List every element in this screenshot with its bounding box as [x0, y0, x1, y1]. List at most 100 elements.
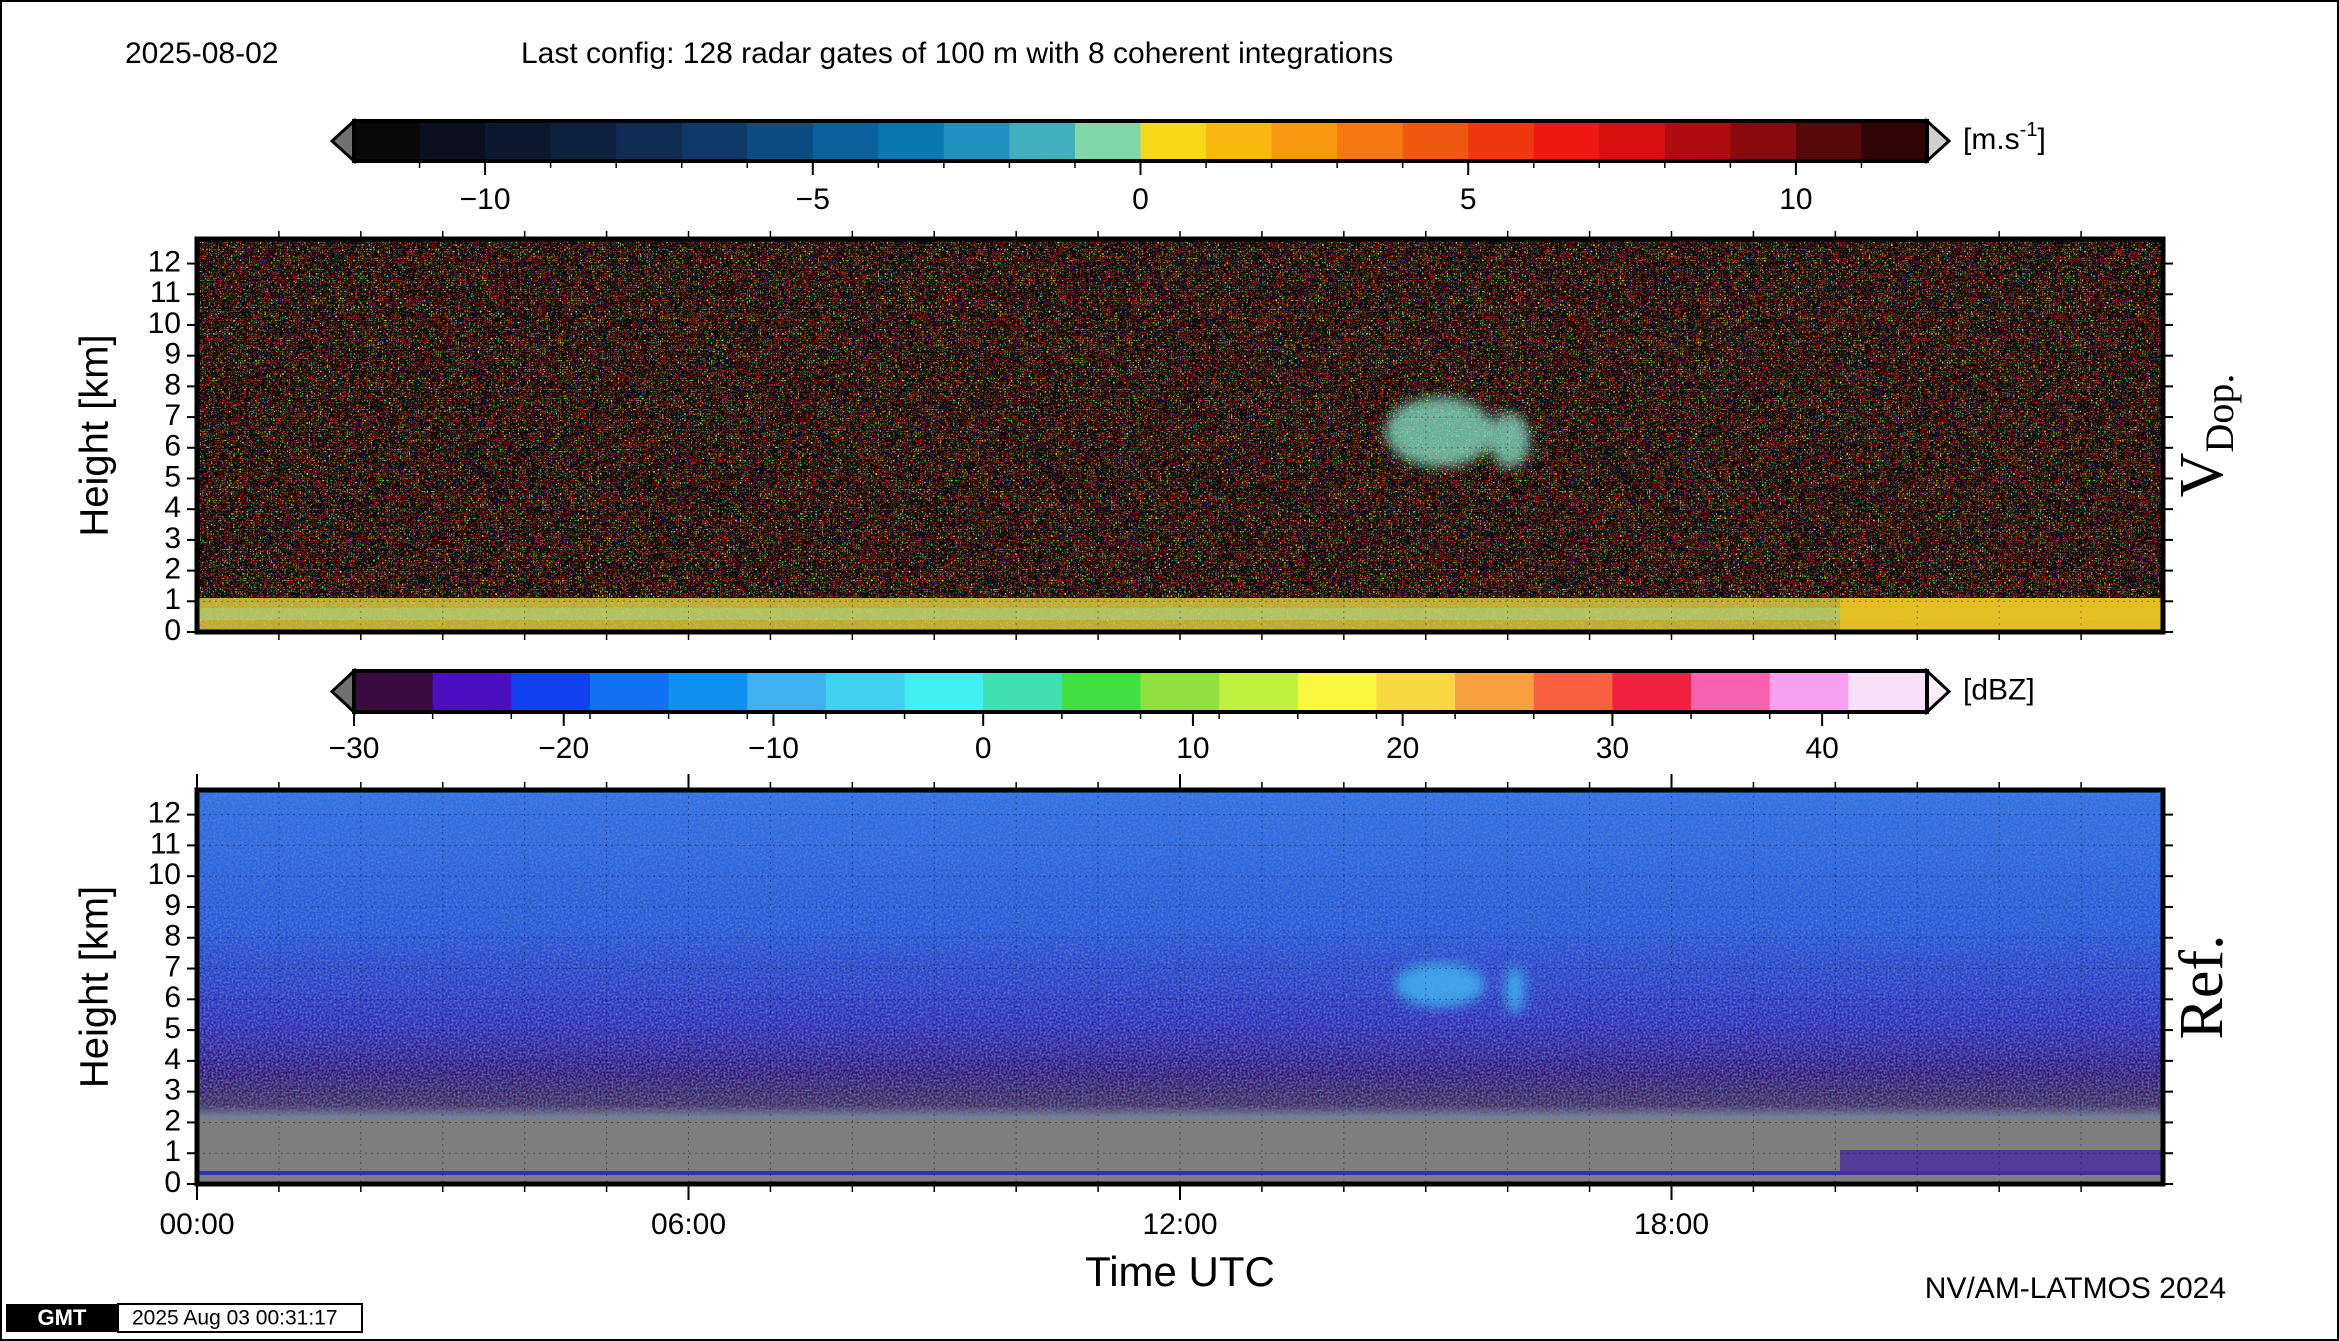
- colorbar-tick-label: 5: [1460, 183, 1477, 216]
- y-tick-label: 7: [164, 399, 181, 432]
- y-tick-label: 4: [164, 491, 181, 524]
- panel-label-sub: Dop.: [2197, 374, 2242, 453]
- colorbar-segment: [1664, 121, 1731, 161]
- colorbar-segment: [1612, 671, 1692, 712]
- colorbar-tick-label: −30: [329, 732, 380, 765]
- colorbar-segment: [419, 121, 486, 161]
- y-tick-label: 5: [164, 460, 181, 493]
- panel-label-main: V: [2168, 452, 2236, 497]
- colorbar-segment: [1691, 671, 1771, 712]
- colorbar-over: [1925, 117, 1952, 165]
- y-tick-label: 0: [164, 1166, 181, 1199]
- unit-text: ]: [2037, 123, 2045, 156]
- colorbar-unit: [m.s-1]: [1963, 119, 2046, 156]
- y-tick-label: 10: [148, 858, 181, 891]
- y-tick-label: 3: [164, 1074, 181, 1107]
- colorbar-under: [329, 117, 356, 165]
- y-tick-label: 5: [164, 1012, 181, 1045]
- y-axis-title: Height [km]: [73, 334, 117, 536]
- colorbar-segment: [432, 671, 512, 712]
- stamp-box: [117, 1303, 363, 1333]
- colorbar-segment: [747, 121, 814, 161]
- x-axis-title: Time UTC: [1085, 1248, 1275, 1295]
- y-tick-label: 7: [164, 950, 181, 983]
- y-tick-label: 0: [164, 614, 181, 647]
- colorbar-segment: [1074, 121, 1141, 161]
- colorbar-segment: [550, 121, 617, 161]
- colorbar-segment: [983, 671, 1063, 712]
- colorbar-segment: [1009, 121, 1076, 161]
- colorbar-tick-label: 0: [1132, 183, 1149, 216]
- colorbar-segment: [878, 121, 945, 161]
- plot-frame: [194, 787, 2166, 1187]
- colorbar-segment: [1455, 671, 1535, 712]
- colorbar-segment: [354, 671, 434, 712]
- reflectivity-texture: [197, 790, 2163, 1184]
- colorbar-segment: [1730, 121, 1797, 161]
- colorbar-tick-label: −10: [748, 732, 799, 765]
- panel-label-main: Ref.: [2168, 934, 2236, 1039]
- y-tick-label: 8: [164, 920, 181, 953]
- colorbar-segment: [1795, 121, 1862, 161]
- y-tick-label: 12: [148, 797, 181, 830]
- colorbar-segment: [1468, 121, 1535, 161]
- colorbar-tick-label: 10: [1779, 183, 1812, 216]
- y-tick-label: 2: [164, 553, 181, 586]
- panel-label: VDop.: [2168, 374, 2242, 498]
- y-tick-label: 9: [164, 338, 181, 371]
- y-tick-label: 4: [164, 1043, 181, 1076]
- colorbar-segment: [1206, 121, 1273, 161]
- colorbar-tick-label: 40: [1805, 732, 1838, 765]
- y-tick-label: 1: [164, 583, 181, 616]
- colorbar-segment: [1533, 121, 1600, 161]
- x-tick-label: 06:00: [651, 1208, 726, 1241]
- colorbar-segment: [511, 671, 591, 712]
- y-tick-label: 10: [148, 307, 181, 340]
- colorbar-segment: [812, 121, 879, 161]
- colorbar-segment: [1140, 121, 1207, 161]
- colorbar-tick-label: 10: [1176, 732, 1209, 765]
- stamp-timestamp: 2025 Aug 03 00:31:17: [132, 1307, 338, 1330]
- colorbar-segment: [904, 671, 984, 712]
- panel-label: Ref.: [2168, 934, 2236, 1039]
- colorbar-segment: [943, 121, 1010, 161]
- y-tick-label: 6: [164, 430, 181, 463]
- y-tick-label: 9: [164, 889, 181, 922]
- colorbar-segment: [1769, 671, 1849, 712]
- colorbar-segment: [825, 671, 906, 712]
- colorbar-segment: [1061, 671, 1141, 712]
- colorbar-unit: [dBZ]: [1963, 673, 2035, 706]
- unit-text: [m.s: [1963, 123, 2020, 156]
- colorbar-tick-label: 0: [975, 732, 992, 765]
- colorbar-segment: [1337, 121, 1404, 161]
- x-tick-label: 12:00: [1142, 1208, 1217, 1241]
- colorbar-segment: [1140, 671, 1220, 712]
- colorbar-segment: [589, 671, 670, 712]
- unit-superscript: -1: [2020, 119, 2038, 141]
- stamp-logo-box: [6, 1304, 118, 1332]
- title: Last config: 128 radar gates of 100 m wi…: [521, 37, 1393, 70]
- colorbar-tick-label: −20: [538, 732, 589, 765]
- y-tick-label: 8: [164, 368, 181, 401]
- stamp-logo: GMT: [38, 1305, 87, 1330]
- y-tick-label: 3: [164, 522, 181, 555]
- y-tick-label: 11: [150, 276, 181, 309]
- unit-text: [dBZ]: [1963, 673, 2035, 706]
- colorbar-segment: [1599, 121, 1666, 161]
- colorbar-segment: [747, 671, 827, 712]
- colorbar-over: [1925, 667, 1952, 716]
- y-axis-title: Height [km]: [73, 886, 117, 1088]
- date: 2025-08-02: [125, 37, 278, 70]
- colorbar-segment: [1533, 671, 1613, 712]
- y-tick-label: 2: [164, 1104, 181, 1137]
- colorbar-tick-label: −10: [460, 183, 511, 216]
- plot-frame: [194, 236, 2166, 635]
- colorbar-tick-label: 30: [1596, 732, 1629, 765]
- colorbar-segment: [616, 121, 683, 161]
- colorbar-segment: [668, 671, 748, 712]
- colorbar-under: [329, 667, 356, 716]
- colorbar-segment: [1271, 121, 1338, 161]
- colorbar-tick-label: 20: [1386, 732, 1419, 765]
